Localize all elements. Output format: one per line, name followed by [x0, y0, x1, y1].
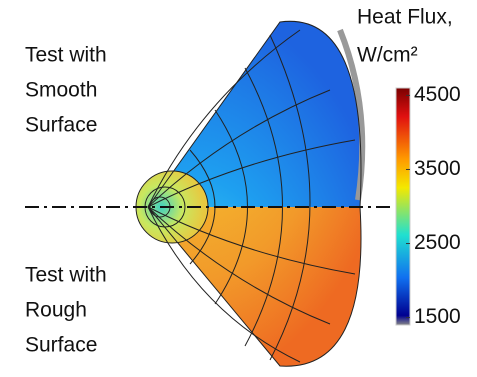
colorbar-unit: W/cm² [357, 44, 418, 67]
colorbar-tick-label: 2500 [414, 231, 461, 254]
colorbar-tick-label: 4500 [414, 83, 461, 106]
colorbar-title: Heat Flux, [357, 6, 453, 29]
colorbar-tick-label: 1500 [414, 305, 461, 328]
cone [136, 21, 362, 366]
colorbar [396, 88, 410, 325]
label-line: Smooth [25, 79, 97, 102]
label-line: Surface [25, 334, 97, 357]
label-line: Surface [25, 114, 97, 137]
colorbar-tick-label: 3500 [414, 157, 461, 180]
label-line: Test with [25, 44, 107, 67]
label-line: Rough [25, 299, 87, 322]
label-line: Test with [25, 264, 107, 287]
figure: Heat Flux, W/cm² Test with Smooth Surface T… [0, 0, 477, 372]
